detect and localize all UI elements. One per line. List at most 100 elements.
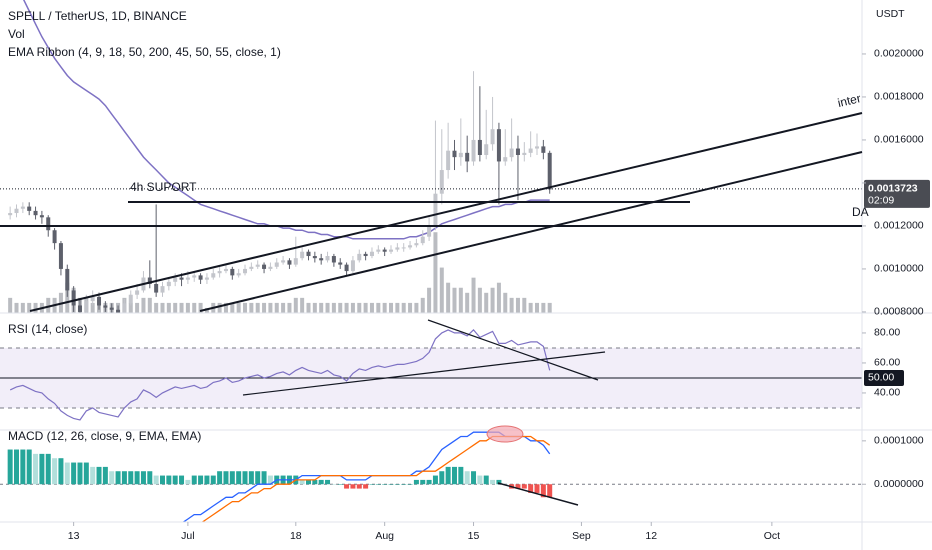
candle-body <box>312 256 317 259</box>
macd-histogram-bar <box>344 484 350 489</box>
macd-histogram-bar <box>58 458 64 485</box>
volume-bar <box>357 302 362 313</box>
macd-histogram-bar <box>166 475 172 485</box>
macd-histogram-bar <box>261 471 267 485</box>
macd-histogram-bar <box>521 484 527 489</box>
macd-histogram-bar <box>490 479 496 485</box>
macd-histogram-bar <box>71 462 77 485</box>
x-tick-label: 15 <box>468 530 480 542</box>
macd-histogram-bar <box>388 484 394 485</box>
volume-bar <box>319 302 324 313</box>
macd-histogram-bar <box>83 462 89 485</box>
y-axis-label: USDT <box>876 8 905 20</box>
candle-body <box>357 253 362 261</box>
candle-body <box>382 249 387 252</box>
volume-bar <box>458 287 463 313</box>
macd-histogram-bar <box>369 484 375 485</box>
macd-histogram-bar <box>413 479 419 485</box>
candle-body <box>236 273 241 276</box>
candle-body <box>389 249 394 252</box>
volume-bar <box>503 292 508 313</box>
y-tick-label: 0.0008000 <box>874 306 924 318</box>
x-tick-label: Sep <box>572 530 591 542</box>
candle-body <box>331 256 336 263</box>
volume-bar <box>179 302 184 313</box>
rsi-trend-down <box>427 319 599 381</box>
macd-histogram-bar <box>420 479 426 485</box>
volume-bar <box>350 302 355 313</box>
macd-histogram-bar <box>64 462 70 485</box>
volume-bar <box>300 297 305 313</box>
candle-body <box>243 268 248 274</box>
y-tick-label: 40.00 <box>874 387 900 399</box>
countdown: 02:09 <box>868 195 894 207</box>
candle-body <box>27 206 32 211</box>
macd-histogram-bar <box>426 479 432 485</box>
y-tick-label: 0.0012000 <box>874 220 924 232</box>
rsi-line <box>9 329 551 421</box>
y-tick-label: 0.0020000 <box>874 48 924 60</box>
annotation: inter <box>836 91 862 110</box>
macd-histogram-bar <box>471 471 477 485</box>
macd-histogram-bar <box>496 479 502 485</box>
candle-body <box>116 309 121 313</box>
candle-body <box>160 286 165 293</box>
volume-bar <box>135 302 140 313</box>
macd-histogram-bar <box>210 475 216 485</box>
volume-bar <box>173 302 178 313</box>
candle-body <box>103 305 108 308</box>
candle-body <box>471 139 476 162</box>
macd-histogram-bar <box>407 484 413 485</box>
candle-body <box>52 230 57 244</box>
candle-body <box>547 152 552 190</box>
candle-body <box>465 152 470 162</box>
volume-bar <box>20 302 25 313</box>
candle-body <box>46 217 51 231</box>
volume-bar <box>90 302 95 313</box>
macd-histogram-bar <box>185 479 191 485</box>
candle-body <box>439 170 444 194</box>
candle-body <box>319 258 324 261</box>
volume-bar <box>344 302 349 313</box>
volume-bar <box>262 302 267 313</box>
volume-bar <box>160 302 165 313</box>
macd-histogram-bar <box>128 471 134 485</box>
macd-histogram-bar <box>534 484 540 493</box>
volume-bar <box>185 302 190 313</box>
macd-histogram-bar <box>337 484 343 485</box>
macd-histogram-bar <box>331 484 337 485</box>
candle-body <box>376 249 381 252</box>
macd-histogram-bar <box>153 475 159 485</box>
volume-bar <box>141 297 146 313</box>
volume-bar <box>192 302 197 313</box>
volume-bar <box>490 287 495 313</box>
volume-bar <box>420 297 425 313</box>
macd-histogram-bar <box>198 475 204 485</box>
candle-body <box>541 146 546 153</box>
macd-histogram-bar <box>439 471 445 485</box>
macd-histogram-bar <box>318 479 324 485</box>
macd-histogram-bar <box>229 471 235 485</box>
macd-histogram-bar <box>52 458 58 485</box>
candle-body <box>128 294 133 304</box>
candle-body <box>401 247 406 249</box>
volume-bar <box>389 302 394 313</box>
volume-bar <box>27 302 32 313</box>
candle-body <box>496 129 501 162</box>
candle-body <box>77 305 82 312</box>
macd-histogram-bar <box>147 471 153 485</box>
x-tick-label: Aug <box>375 530 394 542</box>
candle-body <box>249 266 254 269</box>
candle-body <box>20 206 25 209</box>
volume-bar <box>154 302 159 313</box>
candle-body <box>515 148 520 155</box>
candle-body <box>33 210 38 216</box>
macd-histogram-bar <box>223 471 229 485</box>
macd-histogram-bar <box>483 475 489 485</box>
candle-body <box>458 152 463 158</box>
macd-histogram-bar <box>445 466 451 485</box>
volume-bar <box>541 302 546 313</box>
macd-histogram-bar <box>204 475 210 485</box>
